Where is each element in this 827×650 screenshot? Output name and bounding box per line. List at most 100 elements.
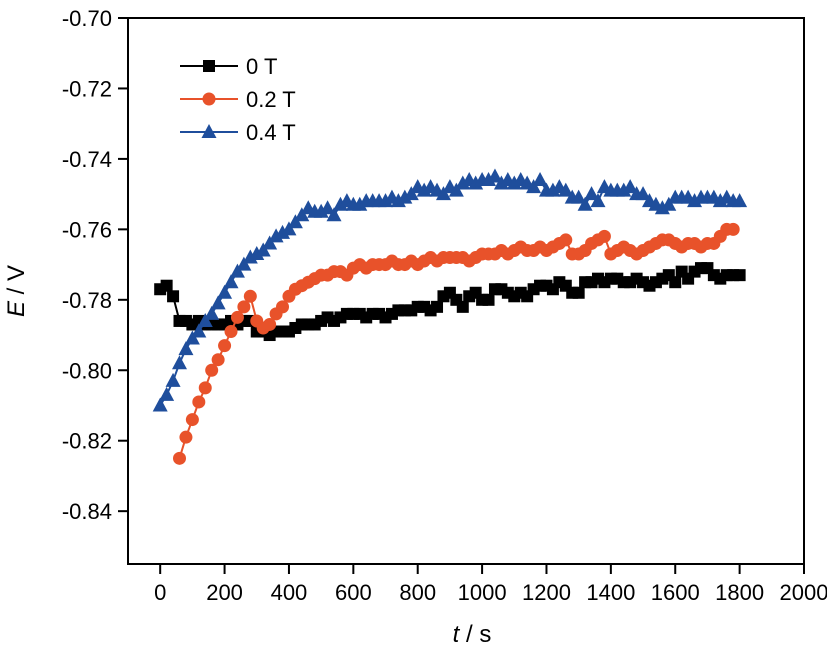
data-point xyxy=(572,286,585,299)
data-point xyxy=(577,196,593,211)
series-1 xyxy=(173,222,740,465)
data-point xyxy=(204,305,220,320)
data-point xyxy=(733,269,746,282)
data-point xyxy=(487,168,503,183)
data-point xyxy=(661,196,677,211)
data-point xyxy=(191,323,207,338)
series-layer xyxy=(152,168,748,465)
data-point xyxy=(172,355,188,370)
legend: 0 T 0.2 T 0.4 T xyxy=(180,54,296,145)
data-point xyxy=(159,386,175,401)
data-point xyxy=(493,175,509,190)
data-point xyxy=(669,276,682,289)
data-point xyxy=(326,207,342,222)
data-point xyxy=(597,229,611,243)
data-point xyxy=(243,289,257,303)
data-point xyxy=(482,293,495,306)
data-point xyxy=(218,339,232,353)
data-point xyxy=(197,312,213,327)
data-point xyxy=(468,175,484,190)
data-point xyxy=(726,222,740,236)
data-point xyxy=(255,242,271,257)
data-point xyxy=(275,224,291,239)
data-point xyxy=(294,207,310,222)
data-point xyxy=(481,172,497,187)
legend-marker xyxy=(201,124,217,138)
data-point xyxy=(184,330,200,345)
data-point xyxy=(712,193,728,208)
data-point xyxy=(237,300,251,314)
x-axis: 0 200 400 600 800 1000 1200 1400 1600 1800 2000 xyxy=(154,564,827,605)
data-point xyxy=(416,182,432,197)
x-tick-label: 1600 xyxy=(651,580,700,605)
data-point xyxy=(732,193,748,208)
data-point xyxy=(571,189,587,204)
data-point xyxy=(281,221,297,236)
x-tick-label: 1800 xyxy=(715,580,764,605)
x-axis-label: t / s xyxy=(453,621,492,648)
data-point xyxy=(242,249,258,264)
data-point xyxy=(559,233,573,247)
plot-frame xyxy=(127,17,805,565)
x-tick-label: 0 xyxy=(154,580,166,605)
data-point xyxy=(635,186,651,201)
legend-label: 0.4 T xyxy=(246,120,296,145)
data-point xyxy=(456,300,469,313)
x-tick-label: 1000 xyxy=(458,580,507,605)
data-point xyxy=(152,397,168,412)
data-point xyxy=(558,182,574,197)
x-tick-label: 1200 xyxy=(522,580,571,605)
x-tick-label: 1400 xyxy=(586,580,635,605)
data-point xyxy=(526,179,542,194)
data-point xyxy=(205,363,219,377)
legend-marker xyxy=(203,60,215,72)
data-point xyxy=(229,263,245,278)
data-point xyxy=(616,182,632,197)
x-tick-label: 600 xyxy=(335,580,372,605)
data-point xyxy=(378,193,394,208)
data-point xyxy=(165,372,181,387)
y-tick-label: -0.84 xyxy=(62,499,112,524)
y-axis: -0.84 -0.82 -0.80 -0.78 -0.76 -0.74 -0.72 -0.70 xyxy=(62,6,128,524)
data-point xyxy=(223,274,239,289)
y-tick-label: -0.82 xyxy=(62,429,112,454)
data-point xyxy=(506,175,522,190)
data-point xyxy=(224,325,238,339)
data-point xyxy=(185,413,199,427)
data-point xyxy=(263,317,277,331)
data-point xyxy=(179,430,193,444)
data-point xyxy=(160,279,173,292)
data-point xyxy=(687,193,703,208)
y-tick-label: -0.72 xyxy=(62,76,112,101)
data-point xyxy=(167,290,180,303)
data-point xyxy=(455,175,471,190)
data-point xyxy=(178,341,194,356)
data-point xyxy=(431,300,444,313)
data-point xyxy=(390,193,406,208)
x-tick-label: 400 xyxy=(271,580,308,605)
data-point xyxy=(545,182,561,197)
y-tick-label: -0.74 xyxy=(62,147,112,172)
x-tick-label: 200 xyxy=(206,580,243,605)
data-point xyxy=(403,186,419,201)
y-axis-label-unit: / V xyxy=(3,265,30,301)
data-point xyxy=(276,300,290,314)
legend-label: 0 T xyxy=(246,54,277,79)
data-point xyxy=(217,284,233,299)
y-tick-label: -0.76 xyxy=(62,217,112,242)
x-tick-label: 800 xyxy=(399,580,436,605)
data-point xyxy=(435,186,451,201)
data-point xyxy=(584,186,600,201)
y-tick-label: -0.70 xyxy=(62,6,112,31)
data-point xyxy=(622,179,638,194)
data-point xyxy=(313,203,329,218)
series-2 xyxy=(152,168,748,412)
y-tick-label: -0.80 xyxy=(62,358,112,383)
data-point xyxy=(249,246,265,261)
data-point xyxy=(532,172,548,187)
legend-label: 0.2 T xyxy=(246,87,296,112)
data-point xyxy=(352,196,368,211)
data-point xyxy=(173,451,187,465)
